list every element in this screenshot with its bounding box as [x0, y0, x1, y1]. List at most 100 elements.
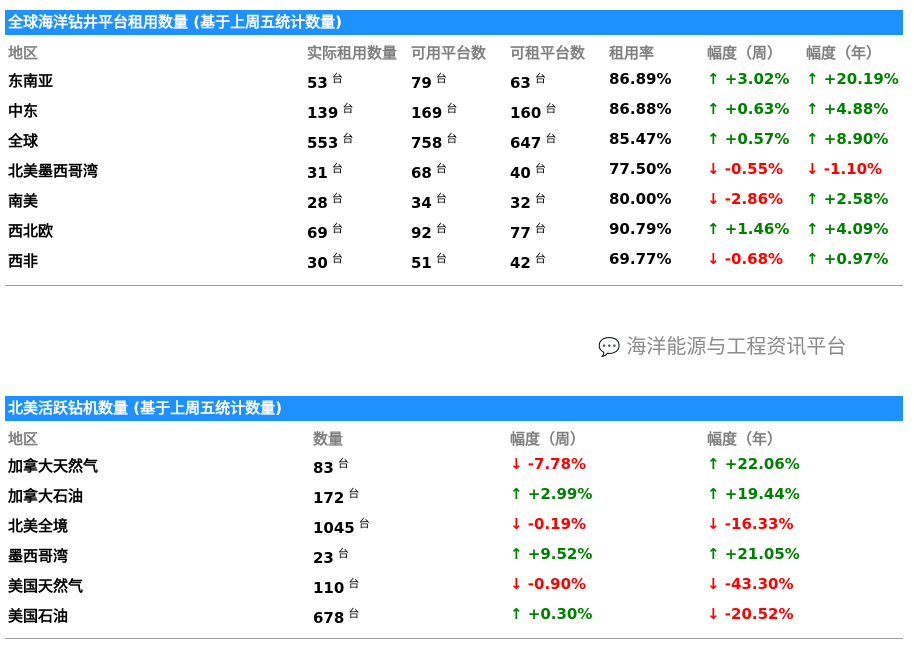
- table-cell: ↑ +8.90%: [806, 130, 888, 148]
- table-cell: 92 台: [411, 220, 447, 242]
- wechat-icon: 💬: [598, 337, 621, 358]
- table-cell: ↑ +0.97%: [806, 250, 888, 268]
- table-cell: 79 台: [411, 70, 447, 92]
- unit-label: 台: [435, 72, 447, 85]
- cell-value: ↑ +4.88%: [806, 100, 889, 118]
- table-row: 美国石油 678 台 ↑ +0.30% ↓ -20.52%: [0, 605, 914, 635]
- table-cell: 32 台: [510, 190, 546, 212]
- column-header: 租用率: [609, 44, 655, 62]
- cell-value: ↓ -0.55%: [707, 160, 784, 178]
- unit-label: 台: [331, 222, 343, 235]
- table-cell: ↑ +0.63%: [707, 100, 789, 118]
- table-cell: 160 台: [510, 100, 556, 122]
- unit-label: 台: [331, 192, 343, 205]
- table-cell: 63 台: [510, 70, 546, 92]
- unit-label: 台: [342, 132, 354, 145]
- table-row: 加拿大天然气 83 台 ↓ -7.78% ↑ +22.06%: [0, 455, 914, 485]
- table-cell: ↑ +22.06%: [707, 455, 800, 473]
- watermark-text: 海洋能源与工程资讯平台: [626, 334, 847, 358]
- table-cell: 1045 台: [313, 515, 370, 537]
- cell-value: ↑ +1.46%: [707, 220, 790, 238]
- cell-value: ↓ -1.10%: [806, 160, 883, 178]
- unit-label: 台: [534, 162, 546, 175]
- unit-label: 台: [435, 162, 447, 175]
- cell-value: ↑ +3.02%: [707, 70, 790, 88]
- cell-value: 86.89%: [609, 70, 672, 88]
- table-cell: 83 台: [313, 455, 349, 477]
- unit-label: 台: [545, 132, 557, 145]
- table-cell: 68 台: [411, 160, 447, 182]
- table-cell: ↓ -0.68%: [707, 250, 783, 268]
- unit-label: 台: [534, 222, 546, 235]
- table-cell: 53 台: [307, 70, 343, 92]
- unit-label: 台: [534, 72, 546, 85]
- table-cell: ↑ +2.99%: [510, 485, 592, 503]
- table-cell: 东南亚: [8, 70, 53, 91]
- table-cell: ↓ -1.10%: [806, 160, 882, 178]
- unit-label: 台: [358, 517, 370, 530]
- cell-value: 51: [411, 254, 432, 272]
- cell-value: 中东: [8, 102, 39, 120]
- unit-label: 台: [331, 252, 343, 265]
- unit-label: 台: [534, 192, 546, 205]
- cell-value: 68: [411, 164, 432, 182]
- cell-value: 79: [411, 74, 432, 92]
- cell-value: ↓ -20.52%: [707, 605, 794, 623]
- cell-value: ↑ +0.57%: [707, 130, 790, 148]
- table-row: 全球 553 台 758 台 647 台 85.47% ↑ +0.57% ↑ +8.90%: [0, 130, 914, 160]
- table-cell: 77 台: [510, 220, 546, 242]
- table-cell: ↑ +3.02%: [707, 70, 789, 88]
- cell-value: ↑ +21.05%: [707, 545, 800, 563]
- cell-value: ↑ +2.99%: [510, 485, 593, 503]
- cell-value: ↑ +0.97%: [806, 250, 889, 268]
- table-cell: 69 台: [307, 220, 343, 242]
- divider: [5, 285, 903, 286]
- cell-value: ↓ -2.86%: [707, 190, 784, 208]
- cell-value: 23: [313, 549, 334, 567]
- cell-value: 553: [307, 134, 339, 152]
- table-cell: 85.47%: [609, 130, 671, 148]
- table-header: 地区 数量 幅度（周） 幅度（年）: [0, 428, 914, 458]
- cell-value: 北美墨西哥湾: [8, 162, 99, 180]
- table-cell: 美国石油: [8, 605, 68, 626]
- table-cell: ↑ +9.52%: [510, 545, 592, 563]
- unit-label: 台: [348, 577, 360, 590]
- cell-value: 53: [307, 74, 328, 92]
- cell-value: 678: [313, 609, 345, 627]
- cell-value: 83: [313, 459, 334, 477]
- column-header: 可用平台数: [411, 44, 487, 62]
- cell-value: 美国石油: [8, 607, 69, 625]
- table-cell: ↑ +4.09%: [806, 220, 888, 238]
- cell-value: 169: [411, 104, 443, 122]
- table-cell: 553 台: [307, 130, 353, 152]
- cell-value: ↓ -7.78%: [510, 455, 587, 473]
- column-header: 地区: [8, 44, 39, 62]
- unit-label: 台: [534, 252, 546, 265]
- cell-value: 42: [510, 254, 531, 272]
- table-cell: 758 台: [411, 130, 457, 152]
- unit-label: 台: [545, 102, 557, 115]
- cell-value: ↓ -43.30%: [707, 575, 794, 593]
- cell-value: 加拿大石油: [8, 487, 84, 505]
- table-cell: ↓ -0.19%: [510, 515, 586, 533]
- cell-value: ↑ +8.90%: [806, 130, 889, 148]
- table-header: 地区 实际租用数量 可用平台数 可租平台数 租用率 幅度（周） 幅度（年）: [0, 42, 914, 72]
- table-cell: 西非: [8, 250, 38, 271]
- cell-value: ↑ +2.58%: [806, 190, 889, 208]
- table-cell: 31 台: [307, 160, 343, 182]
- cell-value: 92: [411, 224, 432, 242]
- table-cell: ↑ +4.88%: [806, 100, 888, 118]
- table-cell: 80.00%: [609, 190, 671, 208]
- table-cell: 28 台: [307, 190, 343, 212]
- table-cell: 69.77%: [609, 250, 671, 268]
- table-row: 东南亚 53 台 79 台 63 台 86.89% ↑ +3.02% ↑ +20.19%: [0, 70, 914, 100]
- cell-value: ↓ -16.33%: [707, 515, 794, 533]
- table-cell: ↑ +0.57%: [707, 130, 789, 148]
- table-cell: ↓ -43.30%: [707, 575, 794, 593]
- unit-label: 台: [348, 487, 360, 500]
- table2-title: 北美活跃钻机数量 (基于上周五统计数量): [5, 396, 903, 421]
- unit-label: 台: [337, 457, 349, 470]
- table-cell: ↑ +19.44%: [707, 485, 800, 503]
- table-cell: 647 台: [510, 130, 556, 152]
- unit-label: 台: [342, 102, 354, 115]
